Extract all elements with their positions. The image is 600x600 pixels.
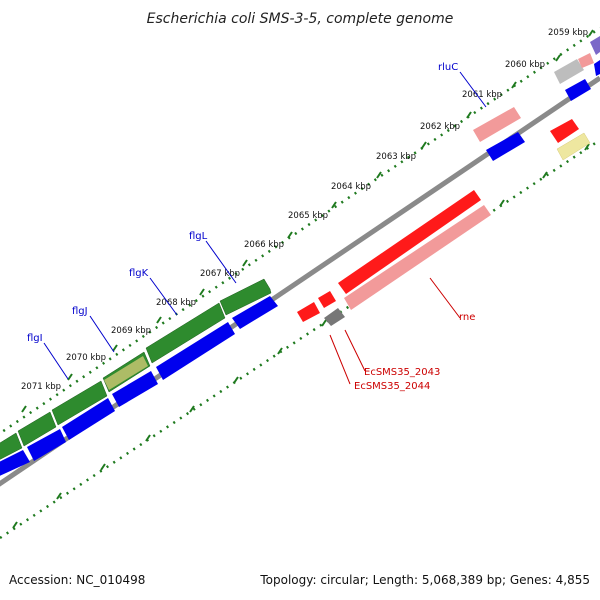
rne-region bbox=[297, 190, 491, 326]
outer-major-ticks bbox=[21, 29, 594, 413]
gene-feature[interactable] bbox=[297, 302, 320, 322]
gene-feature[interactable] bbox=[554, 59, 584, 84]
blue-gene-track bbox=[0, 60, 600, 478]
tick-label: 2070 kbp bbox=[66, 353, 106, 363]
gene-feature[interactable] bbox=[51, 380, 108, 426]
gene-feature[interactable] bbox=[0, 432, 23, 462]
map-title: Escherichia coli SMS-3-5, complete genom… bbox=[147, 11, 454, 27]
leader-line bbox=[329, 334, 351, 385]
tick-label: 2071 kbp bbox=[21, 382, 61, 392]
accession-text: Accession: NC_010498 bbox=[9, 573, 146, 587]
gene-feature[interactable] bbox=[0, 450, 30, 478]
gene-feature[interactable] bbox=[27, 429, 66, 461]
leader-line bbox=[344, 329, 366, 372]
gene-feature[interactable] bbox=[550, 119, 579, 143]
leader-line bbox=[43, 342, 69, 380]
tick-label: 2068 kbp bbox=[156, 298, 196, 308]
gene-feature-rne-pink[interactable] bbox=[344, 205, 491, 310]
tick-label: 2067 kbp bbox=[200, 269, 240, 279]
gene-feature[interactable] bbox=[578, 53, 594, 68]
gene-feature[interactable] bbox=[318, 291, 336, 308]
gene-feature[interactable] bbox=[62, 398, 115, 440]
gene-label-rne[interactable]: rne bbox=[459, 312, 475, 323]
gene-feature[interactable] bbox=[486, 132, 525, 161]
gene-label-flgi[interactable]: flgI bbox=[27, 333, 43, 344]
gene-feature[interactable] bbox=[590, 36, 600, 55]
gene-feature[interactable] bbox=[565, 79, 591, 101]
outer-tick-ring bbox=[0, 26, 600, 435]
tick-label: 2069 kbp bbox=[111, 326, 151, 336]
pink-gene-track bbox=[473, 36, 600, 142]
inner-right-features bbox=[550, 119, 591, 161]
leader-line bbox=[205, 240, 237, 284]
gene-label-flgj[interactable]: flgJ bbox=[72, 306, 88, 317]
tick-label: 2065 kbp bbox=[288, 211, 328, 221]
gene-feature[interactable] bbox=[556, 132, 591, 161]
gene-feature[interactable] bbox=[156, 322, 235, 380]
gene-label-ecsms35-2043[interactable]: EcSMS35_2043 bbox=[364, 367, 440, 378]
gene-feature[interactable] bbox=[232, 296, 278, 329]
gene-labels: rluC flgL flgK flgJ flgI rne EcSMS35_204… bbox=[27, 62, 475, 392]
gene-feature-yellow[interactable] bbox=[104, 356, 148, 390]
gene-feature[interactable] bbox=[112, 371, 158, 407]
gene-feature[interactable] bbox=[594, 60, 600, 76]
tick-label: 2064 kbp bbox=[331, 182, 371, 192]
gene-feature-rne-red[interactable] bbox=[338, 190, 481, 294]
green-gene-track bbox=[0, 278, 272, 462]
gene-label-ecsms35-2044[interactable]: EcSMS35_2044 bbox=[354, 381, 430, 392]
tick-label: 2062 kbp bbox=[420, 122, 460, 132]
leader-line bbox=[429, 277, 461, 319]
leader-line bbox=[459, 71, 487, 108]
inner-tick-ring bbox=[0, 138, 600, 540]
gene-label-flgk[interactable]: flgK bbox=[129, 268, 149, 279]
gene-feature[interactable] bbox=[219, 278, 272, 316]
tick-labels: 2059 kbp 2060 kbp 2061 kbp 2062 kbp 2063… bbox=[21, 28, 588, 392]
tick-label: 2061 kbp bbox=[462, 90, 502, 100]
inner-major-ticks bbox=[12, 143, 590, 529]
leader-line bbox=[149, 277, 178, 316]
tick-label: 2060 kbp bbox=[505, 60, 545, 70]
gene-label-rluc[interactable]: rluC bbox=[438, 62, 458, 73]
tick-label: 2066 kbp bbox=[244, 240, 284, 250]
gene-feature[interactable] bbox=[324, 308, 345, 326]
leader-line bbox=[89, 315, 115, 353]
label-leaders bbox=[43, 71, 487, 385]
gene-label-flgl[interactable]: flgL bbox=[189, 231, 208, 242]
gene-feature[interactable] bbox=[473, 107, 521, 142]
tick-label: 2063 kbp bbox=[376, 152, 416, 162]
genome-summary-text: Topology: circular; Length: 5,068,389 bp… bbox=[260, 573, 590, 587]
tick-label: 2059 kbp bbox=[548, 28, 588, 38]
gene-feature[interactable] bbox=[145, 302, 226, 364]
gene-feature[interactable] bbox=[17, 411, 57, 447]
